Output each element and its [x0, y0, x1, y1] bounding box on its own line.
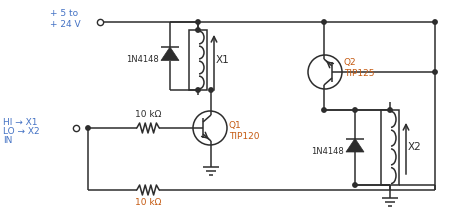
Text: HI → X1: HI → X1 [3, 118, 38, 127]
Circle shape [321, 20, 325, 24]
Text: + 5 to
+ 24 V: + 5 to + 24 V [50, 9, 80, 29]
Circle shape [196, 28, 200, 32]
Circle shape [208, 88, 213, 92]
Text: 1N4148: 1N4148 [311, 147, 343, 156]
Circle shape [432, 70, 436, 74]
Text: 10 kΩ: 10 kΩ [134, 198, 161, 207]
Text: IN: IN [3, 136, 12, 145]
Bar [189, 30, 207, 90]
Text: X2: X2 [407, 142, 421, 153]
Circle shape [321, 108, 325, 112]
Circle shape [352, 108, 357, 112]
Circle shape [196, 20, 200, 24]
Text: LO → X2: LO → X2 [3, 127, 39, 136]
Circle shape [86, 126, 90, 130]
Text: Q2
TIP125: Q2 TIP125 [343, 58, 374, 78]
Polygon shape [161, 47, 179, 60]
Polygon shape [345, 138, 363, 152]
Bar [380, 110, 398, 185]
Circle shape [432, 20, 436, 24]
Text: 10 kΩ: 10 kΩ [134, 110, 161, 119]
Circle shape [352, 183, 357, 187]
Text: X1: X1 [216, 55, 229, 65]
Text: Q1
TIP120: Q1 TIP120 [229, 121, 259, 141]
Text: 1N4148: 1N4148 [126, 56, 159, 64]
Circle shape [387, 108, 392, 112]
Circle shape [196, 88, 200, 92]
